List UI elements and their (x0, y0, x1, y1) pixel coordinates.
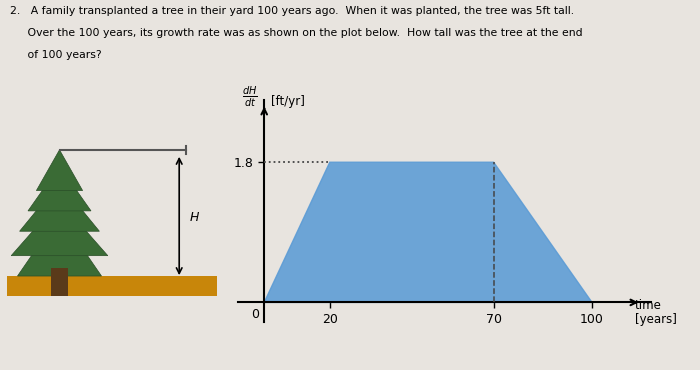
Text: $\frac{dH}{dt}$: $\frac{dH}{dt}$ (242, 85, 258, 109)
Text: [ft/yr]: [ft/yr] (271, 95, 304, 108)
Polygon shape (20, 182, 99, 231)
Text: [years]: [years] (635, 313, 676, 326)
Text: 2.   A family transplanted a tree in their yard 100 years ago.  When it was plan: 2. A family transplanted a tree in their… (10, 6, 575, 16)
Text: H: H (190, 211, 199, 223)
Bar (51, 268, 68, 296)
Polygon shape (11, 201, 108, 256)
Text: time: time (635, 299, 661, 312)
Text: Over the 100 years, its growth rate was as shown on the plot below.  How tall wa: Over the 100 years, its growth rate was … (10, 28, 583, 38)
Polygon shape (28, 166, 91, 211)
Polygon shape (36, 150, 83, 191)
Polygon shape (264, 162, 592, 302)
Text: 0: 0 (251, 308, 259, 321)
Bar (7, 276, 217, 296)
Text: of 100 years?: of 100 years? (10, 50, 102, 60)
Polygon shape (18, 215, 102, 276)
